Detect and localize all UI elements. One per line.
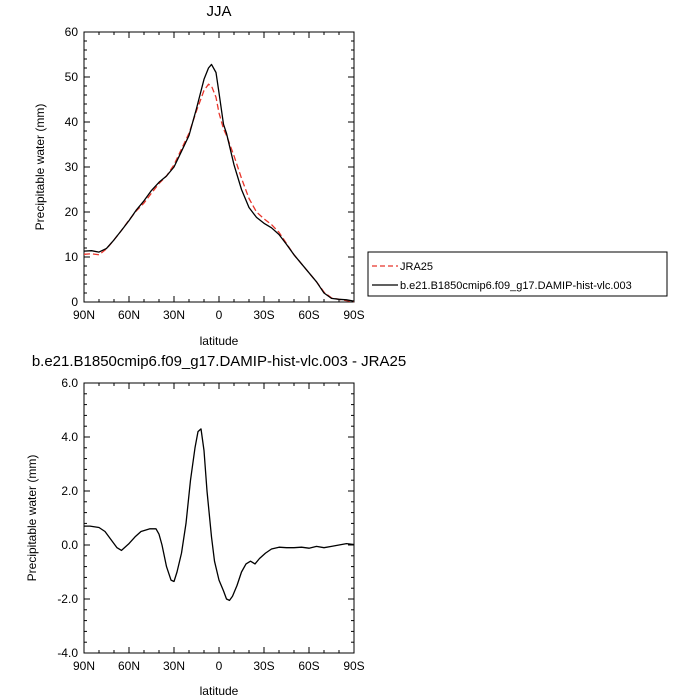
top-chart-title: JJA <box>206 3 231 20</box>
bottom-chart-y-ticks: -4.0 -2.0 0.0 2.0 4.0 6.0 <box>57 376 354 660</box>
bottom-chart-frame <box>83 382 355 654</box>
top-chart-series-line-1 <box>83 63 355 302</box>
bottom-chart-x-tick-label: 30S <box>253 659 274 673</box>
bottom-chart-x-tick-label: 60N <box>118 659 140 673</box>
top-chart-y-tick-label: 60 <box>65 25 79 39</box>
top-chart-x-tick-label: 60N <box>118 308 140 322</box>
top-chart-series-lines <box>83 63 355 303</box>
bottom-chart-x-tick-label: 30N <box>163 659 185 673</box>
top-chart-y-tick-label: 10 <box>65 250 79 264</box>
top-chart-x-ticks: 90N 60N 30N 0 30S 60S 90S <box>73 32 365 322</box>
top-chart-x-tick-label: 0 <box>216 308 223 322</box>
bottom-chart-y-tick-label: 6.0 <box>61 376 78 390</box>
top-chart-x-tick-label: 90S <box>343 308 364 322</box>
top-chart-y-tick-label: 0 <box>71 295 78 309</box>
bottom-chart-x-label: latitude <box>200 684 239 698</box>
bottom-chart-y-tick-label: 0.0 <box>61 538 78 552</box>
bottom-chart: b.e21.B1850cmip6.f09_g17.DAMIP-hist-vlc.… <box>25 353 406 698</box>
legend-label-jra25: JRA25 <box>400 261 433 273</box>
top-chart-y-ticks: 0 10 20 30 40 50 60 <box>65 25 354 309</box>
bottom-chart-x-tick-label: 90S <box>343 659 364 673</box>
legend-box <box>367 251 668 297</box>
top-chart-y-tick-label: 20 <box>65 205 79 219</box>
bottom-chart-x-tick-label: 60S <box>298 659 319 673</box>
top-chart-y-tick-label: 40 <box>65 115 79 129</box>
top-chart-x-tick-label: 30S <box>253 308 274 322</box>
bottom-chart-x-ticks: 90N 60N 30N 0 30S 60S 90S <box>73 383 365 673</box>
top-chart-x-tick-label: 30N <box>163 308 185 322</box>
bottom-chart-series-lines <box>84 428 355 602</box>
top-chart-y-tick-label: 30 <box>65 160 79 174</box>
top-chart-y-label: Precipitable water (mm) <box>33 104 47 231</box>
bottom-chart-y-label: Precipitable water (mm) <box>25 455 39 582</box>
top-chart-x-label: latitude <box>200 334 239 348</box>
bottom-chart-x-tick-label: 0 <box>216 659 223 673</box>
bottom-chart-y-tick-label: 4.0 <box>61 430 78 444</box>
bottom-chart-y-tick-label: -2.0 <box>57 592 78 606</box>
bottom-chart-x-tick-label: 90N <box>73 659 95 673</box>
top-chart-x-tick-label: 90N <box>73 308 95 322</box>
top-chart-x-tick-label: 60S <box>298 308 319 322</box>
top-chart: JJA 90N 60N 30N 0 30S 60S 90S 0 10 20 30 40 50 60 la… <box>33 3 365 348</box>
bottom-chart-title: b.e21.B1850cmip6.f09_g17.DAMIP-hist-vlc.… <box>32 353 406 370</box>
bottom-chart-y-tick-label: 2.0 <box>61 484 78 498</box>
legend: JRA25 b.e21.B1850cmip6.f09_g17.DAMIP-his… <box>367 251 668 297</box>
top-chart-y-tick-label: 50 <box>65 70 79 84</box>
top-chart-frame <box>83 31 355 303</box>
legend-label-model: b.e21.B1850cmip6.f09_g17.DAMIP-hist-vlc.… <box>400 280 632 292</box>
bottom-chart-y-tick-label: -4.0 <box>57 646 78 660</box>
top-chart-series-line-0 <box>83 83 355 303</box>
bottom-chart-series-line-0 <box>84 428 355 602</box>
